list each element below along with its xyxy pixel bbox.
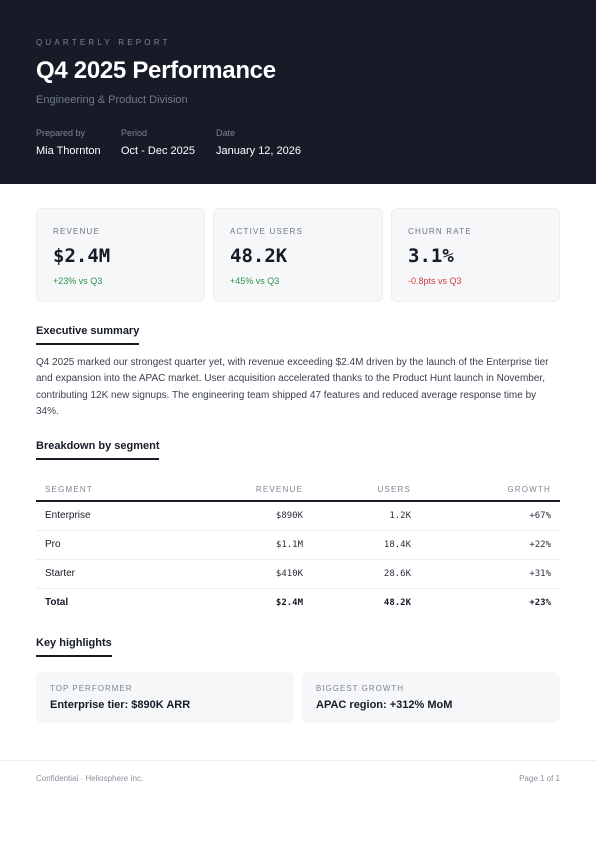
kpi-value: $2.4M [53,245,111,267]
column-header-growth: GROWTH [420,478,560,502]
highlight-card-biggest-growth: BIGGEST GROWTH APAC region: +312% MoM [302,672,560,723]
cell-segment: Pro [36,530,184,560]
table-row: Starter $410K 28.6K +31% [36,559,560,589]
highlight-label: TOP PERFORMER [50,684,133,693]
cell-users: 28.6K [312,559,420,589]
cell-revenue: $1.1M [184,530,312,560]
cell-users: 18.4K [312,530,420,560]
cell-growth: +31% [420,559,560,589]
footer-divider [0,760,596,761]
cell-segment: Total [36,587,184,617]
kpi-change: +23% vs Q3 [53,276,103,286]
cell-users: 1.2K [312,501,420,531]
highlight-label: BIGGEST GROWTH [316,684,405,693]
meta-value: Mia Thornton [36,145,101,157]
kpi-change: +45% vs Q3 [230,276,280,286]
section-title-highlights: Key highlights [36,637,112,657]
report-header: QUARTERLY REPORT Q4 2025 Performance Eng… [0,0,596,184]
kpi-card-active-users: ACTIVE USERS 48.2K +45% vs Q3 [213,208,383,302]
highlight-value: Enterprise tier: $890K ARR [50,699,191,711]
meta-value: January 12, 2026 [216,145,302,157]
meta-label: Prepared by [36,128,86,138]
meta-date: Date January 12, 2026 [216,128,301,157]
kpi-label: CHURN RATE [408,227,472,236]
cell-revenue: $410K [184,559,312,589]
table-row: Enterprise $890K 1.2K +67% [36,501,560,531]
kpi-label: ACTIVE USERS [230,227,304,236]
cell-growth: +23% [420,587,560,617]
footer-confidential: Confidential · Heliosphere Inc. [36,774,144,783]
table-total-row: Total $2.4M 48.2K +23% [36,587,560,617]
kpi-card-revenue: REVENUE $2.4M +23% vs Q3 [36,208,205,302]
footer-page-number: Page 1 of 1 [519,774,560,783]
cell-revenue: $890K [184,501,312,531]
kpi-value: 3.1% [408,245,454,267]
meta-prepared-by: Prepared by Mia Thornton [36,128,101,157]
cell-revenue: $2.4M [184,587,312,617]
executive-summary-text: Q4 2025 marked our strongest quarter yet… [36,357,549,417]
kpi-value: 48.2K [230,245,288,267]
section-title-breakdown: Breakdown by segment [36,440,160,460]
cell-growth: +22% [420,530,560,560]
page-subtitle: Engineering & Product Division [36,94,188,106]
highlight-card-top-performer: TOP PERFORMER Enterprise tier: $890K ARR [36,672,294,723]
highlight-value: APAC region: +312% MoM [316,699,453,711]
cell-segment: Starter [36,559,184,589]
column-header-revenue: REVENUE [184,478,312,502]
cell-growth: +67% [420,501,560,531]
page-title: Q4 2025 Performance [36,57,276,84]
section-title-summary: Executive summary [36,325,140,345]
column-header-users: USERS [312,478,420,502]
meta-label: Date [216,128,236,138]
kpi-change: -0.8pts vs Q3 [408,276,462,286]
report-eyebrow: QUARTERLY REPORT [36,38,171,47]
kpi-label: REVENUE [53,227,101,236]
cell-users: 48.2K [312,587,420,617]
table-row: Pro $1.1M 18.4K +22% [36,530,560,560]
segment-table: SEGMENT REVENUE USERS GROWTH Enterprise … [36,478,560,617]
cell-segment: Enterprise [36,501,184,531]
meta-period: Period Oct - Dec 2025 [121,128,195,157]
meta-value: Oct - Dec 2025 [121,145,195,157]
meta-label: Period [121,128,148,138]
column-header-segment: SEGMENT [36,478,184,502]
kpi-card-churn-rate: CHURN RATE 3.1% -0.8pts vs Q3 [391,208,560,302]
table-header-row: SEGMENT REVENUE USERS GROWTH [36,478,560,502]
